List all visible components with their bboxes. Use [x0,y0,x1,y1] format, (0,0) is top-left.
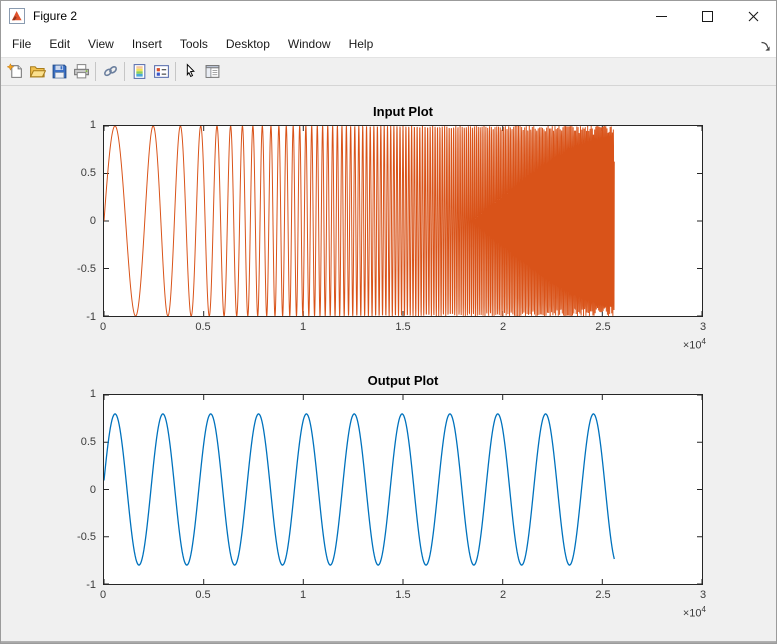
close-button[interactable] [730,1,776,31]
titlebar[interactable]: Figure 2 [1,1,776,31]
y-tick-label: -1 [86,579,96,591]
x-tick-label: 3 [699,589,707,601]
figure-toolbar [1,57,776,86]
y-tick-label: -1 [86,311,96,323]
x-tick-label: 1 [299,589,307,601]
input-plot-axes[interactable] [103,125,703,317]
matlab-figure-icon [9,8,25,24]
toolbar-separator [124,62,125,81]
save-figure-button[interactable] [48,61,70,83]
input-plot-x-exponent: ×104 [682,337,706,352]
input-plot-xticks: 0 0.5 1 1.5 2 2.5 3 [99,321,707,335]
maximize-button[interactable] [684,1,730,31]
x-tick-label: 3 [699,321,707,333]
new-figure-button[interactable] [4,61,26,83]
maximize-icon [701,10,713,22]
menu-file[interactable]: File [12,37,32,51]
output-plot: Output Plot 0 0.5 1 1.5 2 2.5 3 -1 -0.5 0 0.5 1 ×1… [77,373,706,620]
plot-browser-icon [205,65,219,78]
link-plot-button[interactable] [99,61,121,83]
x-tick-label: 0 [99,589,107,601]
menu-tools[interactable]: Tools [179,37,208,51]
y-tick-label: -0.5 [77,263,96,275]
window-controls [638,1,776,31]
y-tick-label: 0.5 [80,167,96,179]
x-tick-label: 2.5 [595,589,611,601]
dock-figure-button[interactable] [760,39,771,51]
x-tick-label: 0 [99,321,107,333]
output-plot-axes[interactable] [103,394,703,585]
print-figure-button[interactable] [70,61,92,83]
x-tick-label: 1.5 [395,321,411,333]
output-plot-title: Output Plot [367,373,439,388]
y-tick-label: 0 [89,215,96,227]
open-file-button[interactable] [26,61,48,83]
open-folder-icon [29,66,46,78]
toolbar-separator [175,62,176,81]
menu-view[interactable]: View [88,37,114,51]
y-tick-label: 0.5 [80,435,96,448]
input-plot: Input Plot 0 0.5 1 1.5 2 2.5 3 -1 -0.5 0 0.5 1 ×10… [77,104,706,352]
output-plot-x-exponent: ×104 [682,605,706,620]
toolbar-separator [95,62,96,81]
figure-canvas: Input Plot 0 0.5 1 1.5 2 2.5 3 -1 -0.5 0 0.5 1 ×10… [1,86,776,641]
insert-colorbar-button[interactable] [128,61,150,83]
x-tick-label: 2 [499,589,507,601]
menu-edit[interactable]: Edit [49,37,71,51]
menu-desktop[interactable]: Desktop [225,37,270,51]
link-icon [103,65,117,77]
printer-icon [73,64,89,79]
input-plot-title: Input Plot [373,104,433,119]
legend-icon [153,65,169,78]
x-tick-label: 0.5 [195,321,211,333]
y-tick-label: 1 [89,119,96,131]
y-tick-label: -0.5 [77,531,96,544]
menubar: File Edit View Insert Tools Desktop Wind… [1,31,776,57]
y-tick-label: 1 [89,388,96,400]
window-title: Figure 2 [33,9,78,23]
plot-browser-button[interactable] [201,61,223,83]
input-plot-yticks: -1 -0.5 0 0.5 1 [56,119,96,323]
menu-insert[interactable]: Insert [131,37,162,51]
output-plot-yticks: -1 -0.5 0 0.5 1 [56,388,96,591]
edit-plot-button[interactable] [179,61,201,83]
save-icon [52,64,66,79]
cursor-arrow-icon [186,63,195,78]
x-tick-label: 0.5 [195,589,211,601]
minimize-icon [655,15,667,17]
x-tick-label: 1 [299,321,307,333]
dock-arrow-icon [761,41,770,51]
output-plot-xticks: 0 0.5 1 1.5 2 2.5 3 [99,589,707,603]
x-tick-label: 2.5 [595,321,611,333]
y-tick-label: 0 [89,483,96,496]
insert-legend-button[interactable] [150,61,172,83]
close-icon [748,11,758,21]
minimize-button[interactable] [638,1,684,31]
new-figure-icon [6,63,22,78]
x-tick-label: 2 [499,321,507,333]
x-tick-label: 1.5 [395,589,411,601]
window-bottom-edge[interactable] [1,641,776,643]
menu-help[interactable]: Help [348,37,374,51]
menu-window[interactable]: Window [287,37,331,51]
colorbar-icon [133,64,145,79]
